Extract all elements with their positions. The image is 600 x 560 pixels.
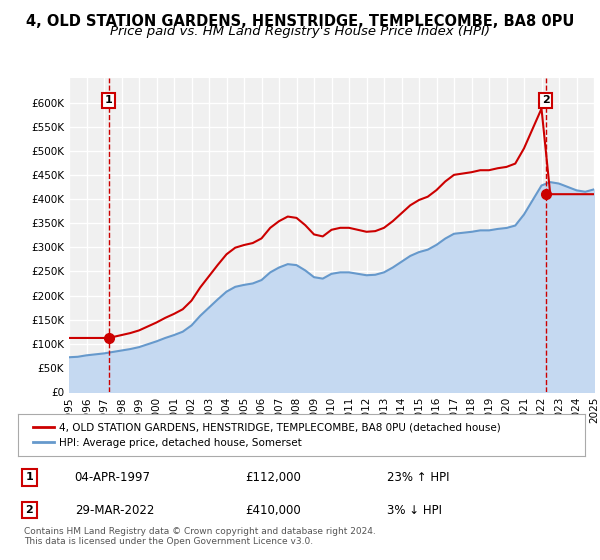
Text: 29-MAR-2022: 29-MAR-2022	[75, 503, 154, 517]
Text: 2: 2	[25, 505, 33, 515]
Text: 3% ↓ HPI: 3% ↓ HPI	[386, 503, 442, 517]
Text: £112,000: £112,000	[245, 471, 301, 484]
Text: 2: 2	[542, 95, 550, 105]
Text: Price paid vs. HM Land Registry's House Price Index (HPI): Price paid vs. HM Land Registry's House …	[110, 25, 490, 38]
Text: 1: 1	[25, 473, 33, 482]
Legend: 4, OLD STATION GARDENS, HENSTRIDGE, TEMPLECOMBE, BA8 0PU (detached house), HPI: : 4, OLD STATION GARDENS, HENSTRIDGE, TEMP…	[29, 419, 505, 452]
Text: 4, OLD STATION GARDENS, HENSTRIDGE, TEMPLECOMBE, BA8 0PU: 4, OLD STATION GARDENS, HENSTRIDGE, TEMP…	[26, 14, 574, 29]
Text: 1: 1	[105, 95, 113, 105]
Text: 04-APR-1997: 04-APR-1997	[75, 471, 151, 484]
Text: 23% ↑ HPI: 23% ↑ HPI	[386, 471, 449, 484]
Text: Contains HM Land Registry data © Crown copyright and database right 2024.
This d: Contains HM Land Registry data © Crown c…	[24, 526, 376, 546]
Text: £410,000: £410,000	[245, 503, 301, 517]
